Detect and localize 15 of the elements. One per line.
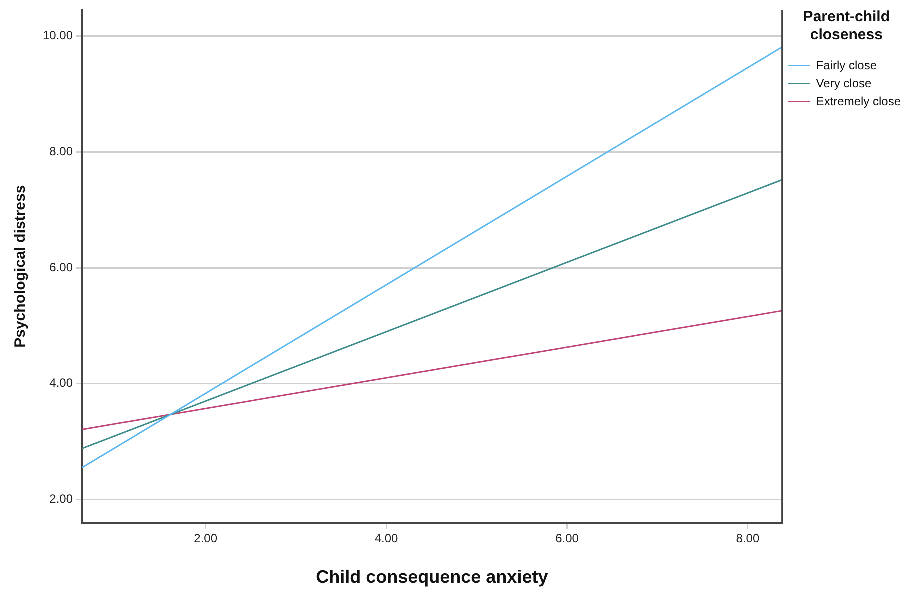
y-tick-label: 4.00 [50, 376, 74, 390]
x-tick-label: 6.00 [556, 532, 580, 546]
y-tick-label: 6.00 [50, 260, 74, 274]
legend-label: Extremely close [816, 94, 902, 108]
legend-label: Fairly close [816, 58, 878, 72]
y-tick-label: 2.00 [50, 492, 74, 506]
x-tick-label: 2.00 [194, 532, 218, 546]
y-tick-label: 8.00 [50, 144, 74, 158]
legend-title: Parent-child closeness [803, 8, 890, 44]
legend-label: Very close [816, 76, 872, 90]
y-tick-label: 10.00 [43, 28, 74, 43]
x-tick-label: 4.00 [374, 532, 399, 546]
y-axis-title: Psychological distress [12, 185, 30, 348]
x-axis-title: Child consequence anxiety [316, 567, 548, 588]
x-tick-label: 8.00 [736, 532, 760, 546]
